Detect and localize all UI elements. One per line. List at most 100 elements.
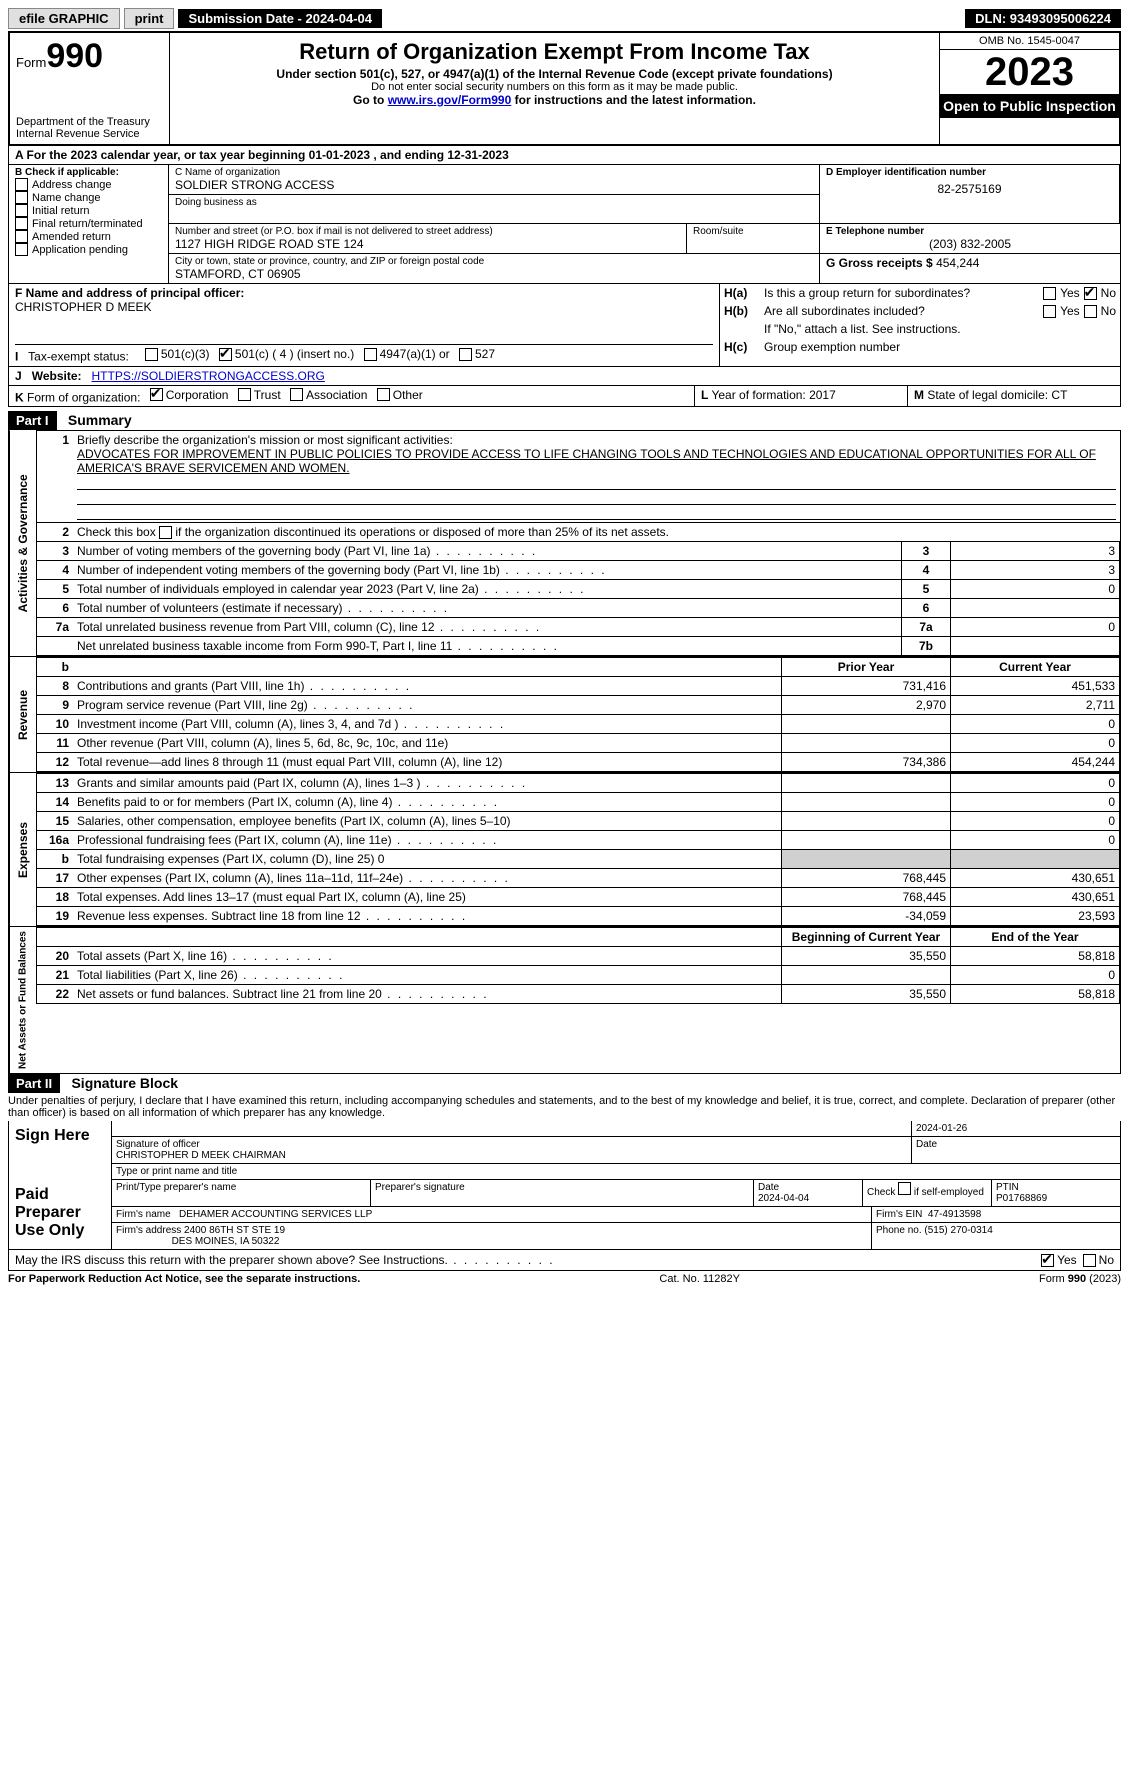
dln-label: DLN: 93493095006224 — [965, 9, 1121, 28]
c12: 454,244 — [951, 753, 1120, 772]
cb-corp[interactable]: Corporation — [150, 388, 229, 402]
form-ref: Form 990 (2023) — [1039, 1273, 1121, 1285]
form-subtitle: Under section 501(c), 527, or 4947(a)(1)… — [178, 67, 931, 81]
l8: Contributions and grants (Part VIII, lin… — [73, 677, 782, 696]
section-i-label: I — [15, 350, 18, 364]
cb-label: 4947(a)(1) or — [380, 347, 450, 361]
cb-assoc[interactable]: Association — [290, 388, 367, 402]
ptin-label: PTIN — [996, 1182, 1019, 1193]
p16a — [782, 831, 951, 850]
irs-link[interactable]: www.irs.gov/Form990 — [388, 93, 512, 107]
cb-discuss-no[interactable]: No — [1083, 1253, 1114, 1267]
cb-hb-no[interactable] — [1084, 305, 1097, 318]
cb-4947[interactable]: 4947(a)(1) or — [364, 347, 450, 361]
l21: Total liabilities (Part X, line 26) — [73, 966, 782, 985]
c16a: 0 — [951, 831, 1120, 850]
l22: Net assets or fund balances. Subtract li… — [73, 985, 782, 1004]
c22: 58,818 — [951, 985, 1120, 1004]
c19: 23,593 — [951, 907, 1120, 926]
cb-discontinued[interactable] — [159, 526, 172, 539]
omb-number: OMB No. 1545-0047 — [940, 33, 1119, 50]
irs-label: Internal Revenue Service — [16, 128, 163, 140]
section-f-label: F Name and address of principal officer: — [15, 286, 713, 300]
sig-officer-label: Signature of officer — [116, 1139, 200, 1150]
v7b — [951, 637, 1120, 656]
cb-ha-no[interactable] — [1084, 287, 1097, 300]
vert-revenue: Revenue — [9, 657, 36, 772]
p21 — [782, 966, 951, 985]
room-label: Room/suite — [693, 226, 813, 237]
instructions-text: for instructions and the latest informat… — [511, 93, 756, 107]
dept-treasury: Department of the Treasury — [16, 116, 163, 128]
p18: 768,445 — [782, 888, 951, 907]
c17: 430,651 — [951, 869, 1120, 888]
perjury-declaration: Under penalties of perjury, I declare th… — [8, 1093, 1121, 1121]
l17: Other expenses (Part IX, column (A), lin… — [73, 869, 782, 888]
form-prefix: Form — [16, 55, 46, 70]
sig-date: 2024-01-26 — [912, 1121, 1120, 1137]
c8: 451,533 — [951, 677, 1120, 696]
paid-preparer-label: Paid Preparer Use Only — [9, 1180, 112, 1249]
part-ii-title: Signature Block — [63, 1073, 186, 1093]
section-a: A For the 2023 calendar year, or tax yea… — [9, 146, 1120, 165]
cb-501c3[interactable]: 501(c)(3) — [145, 347, 210, 361]
officer-name-title: CHRISTOPHER D MEEK CHAIRMAN — [116, 1150, 286, 1161]
section-j-label: J — [15, 369, 22, 383]
org-name: SOLDIER STRONG ACCESS — [175, 178, 813, 192]
no-label: No — [1099, 1253, 1114, 1267]
cb-other[interactable]: Other — [377, 388, 423, 402]
c18: 430,651 — [951, 888, 1120, 907]
section-c-label: C Name of organization — [175, 167, 813, 178]
l13: Grants and similar amounts paid (Part IX… — [73, 774, 782, 793]
cb-label: Final return/terminated — [32, 218, 143, 230]
section-m-label: M — [914, 388, 924, 402]
hb-note: If "No," attach a list. See instructions… — [764, 322, 1116, 336]
form-title: Return of Organization Exempt From Incom… — [178, 39, 931, 65]
l3-text: Number of voting members of the governin… — [73, 542, 902, 561]
cb-527[interactable]: 527 — [459, 347, 495, 361]
section-d-label: D Employer identification number — [826, 167, 1113, 178]
cb-discuss-yes[interactable]: Yes — [1041, 1253, 1077, 1267]
part-ii-header: Part II — [8, 1074, 60, 1093]
section-b-title: B Check if applicable: — [15, 167, 162, 178]
website-link[interactable]: HTTPS://SOLDIERSTRONGACCESS.ORG — [92, 369, 325, 383]
l15: Salaries, other compensation, employee b… — [73, 812, 782, 831]
p17: 768,445 — [782, 869, 951, 888]
cb-hb-yes[interactable] — [1043, 305, 1056, 318]
c13: 0 — [951, 774, 1120, 793]
firm-name-label: Firm's name — [116, 1209, 171, 1220]
v4: 3 — [951, 561, 1120, 580]
l9: Program service revenue (Part VIII, line… — [73, 696, 782, 715]
p9: 2,970 — [782, 696, 951, 715]
cb-label: Trust — [254, 388, 281, 402]
cb-ha-yes[interactable] — [1043, 287, 1056, 300]
ein-value: 82-2575169 — [826, 182, 1113, 196]
hc-label: H(c) — [724, 340, 764, 354]
l14: Benefits paid to or for members (Part IX… — [73, 793, 782, 812]
cb-address-change[interactable]: Address change — [15, 178, 162, 191]
street-value: 1127 HIGH RIDGE ROAD STE 124 — [175, 237, 680, 251]
l7b-text: Net unrelated business taxable income fr… — [73, 637, 902, 656]
website-label: Website: — [32, 369, 82, 383]
type-name-label: Type or print name and title — [112, 1164, 1120, 1180]
cb-501c[interactable]: 501(c) ( 4 ) (insert no.) — [219, 347, 354, 361]
p22: 35,550 — [782, 985, 951, 1004]
cb-label: 527 — [475, 347, 495, 361]
cb-amended[interactable]: Amended return — [15, 230, 162, 243]
cb-initial-return[interactable]: Initial return — [15, 204, 162, 217]
l16b: Total fundraising expenses (Part IX, col… — [73, 850, 782, 869]
city-label: City or town, state or province, country… — [175, 256, 813, 267]
print-button[interactable]: print — [124, 8, 175, 29]
cb-pending[interactable]: Application pending — [15, 243, 162, 256]
cb-trust[interactable]: Trust — [238, 388, 281, 402]
form-990-num: 990 — [46, 37, 103, 75]
v7a: 0 — [951, 618, 1120, 637]
discuss-text: May the IRS discuss this return with the… — [15, 1253, 1035, 1267]
self-employed-check[interactable]: Check if self-employed — [863, 1180, 992, 1207]
efile-button[interactable]: efile GRAPHIC — [8, 8, 120, 29]
cb-name-change[interactable]: Name change — [15, 191, 162, 204]
phone-value: (203) 832-2005 — [826, 237, 1114, 251]
ha-label: H(a) — [724, 286, 764, 300]
cb-final-return[interactable]: Final return/terminated — [15, 217, 162, 230]
c15: 0 — [951, 812, 1120, 831]
